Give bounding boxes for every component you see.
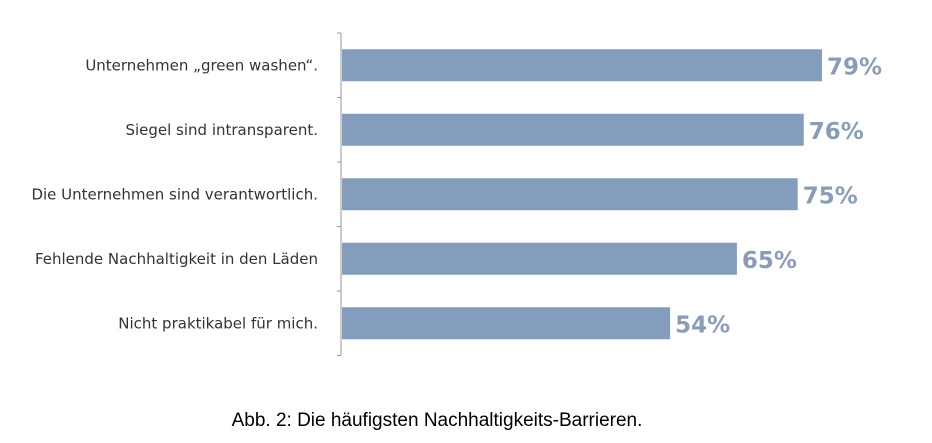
data-label: 54% bbox=[675, 312, 730, 338]
data-label: 76% bbox=[809, 119, 864, 145]
category-label: Siegel sind intransparent. bbox=[125, 121, 318, 139]
data-label: 65% bbox=[742, 248, 797, 274]
category-label: Fehlende Nachhaltigkeit in den Läden bbox=[35, 250, 318, 268]
data-label: 75% bbox=[803, 183, 858, 209]
data-label: 79% bbox=[827, 54, 882, 80]
bar bbox=[342, 113, 804, 146]
figure-caption: Abb. 2: Die häufigsten Nachhaltigkeits-B… bbox=[231, 410, 643, 431]
category-label: Die Unternehmen sind verantwortlich. bbox=[31, 185, 318, 203]
bar-chart: Unternehmen „green washen“. 79% Siegel sin… bbox=[31, 32, 882, 356]
bar bbox=[342, 242, 737, 275]
bar bbox=[342, 49, 822, 82]
category-label: Nicht praktikabel für mich. bbox=[118, 314, 318, 332]
bar bbox=[342, 307, 671, 340]
bar bbox=[342, 178, 798, 211]
category-label: Unternehmen „green washen“. bbox=[85, 56, 318, 74]
